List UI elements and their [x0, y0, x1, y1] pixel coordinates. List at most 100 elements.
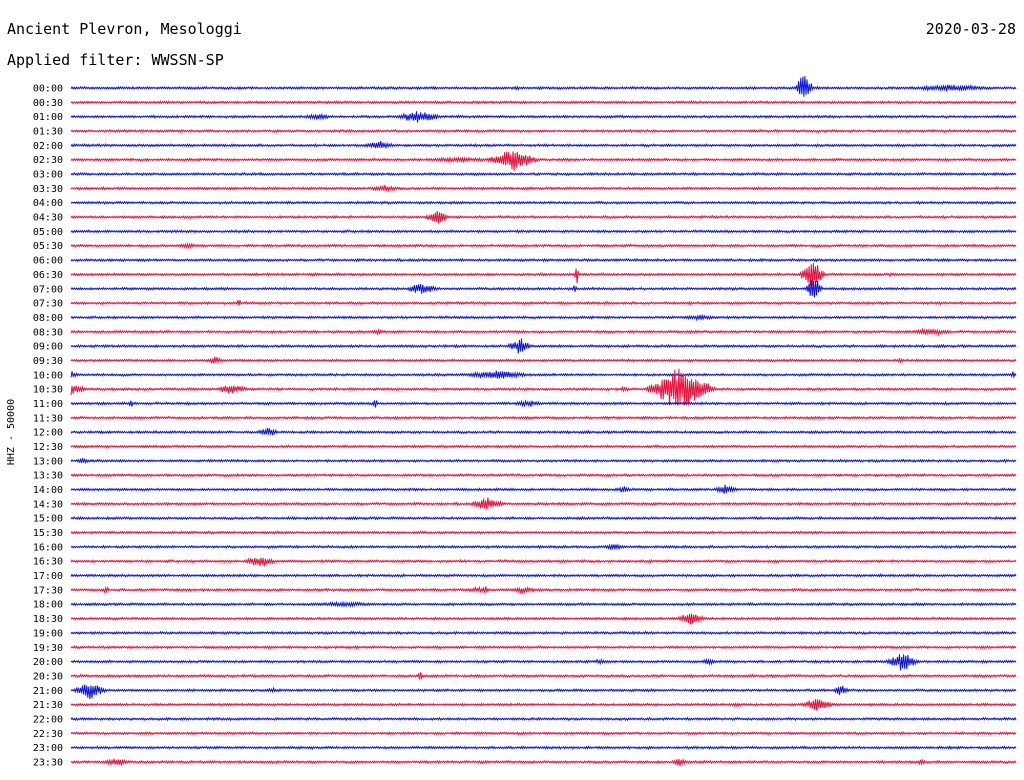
time-label: 09:00 [33, 342, 63, 353]
time-label: 09:30 [33, 356, 63, 367]
time-label: 15:00 [33, 514, 63, 525]
time-label: 11:00 [33, 399, 63, 410]
time-label: 08:00 [33, 313, 63, 324]
trace-line [70, 484, 1017, 494]
time-label: 12:30 [33, 442, 63, 453]
time-label: 03:30 [33, 184, 63, 195]
trace-line [70, 699, 1017, 711]
time-label: 16:00 [33, 542, 63, 553]
trace-line [70, 76, 1017, 97]
trace-line [70, 151, 1017, 171]
trace-line [70, 399, 1017, 408]
time-label: 03:00 [33, 170, 63, 181]
trace-line [70, 457, 1017, 465]
trace-line [70, 228, 1017, 234]
station-title: Ancient Plevron, Mesologgi [7, 20, 242, 38]
trace-line [70, 279, 1017, 298]
time-label: 22:30 [33, 729, 63, 740]
time-label: 05:00 [33, 227, 63, 238]
time-label: 02:00 [33, 141, 63, 152]
filter-label: Applied filter: WWSSN-SP [7, 51, 224, 69]
trace-line [70, 200, 1017, 206]
trace-line [70, 613, 1017, 625]
trace-line [70, 141, 1017, 150]
trace-line [70, 427, 1017, 436]
time-label: 06:30 [33, 270, 63, 281]
time-label: 17:30 [33, 585, 63, 596]
trace-line [70, 730, 1017, 736]
time-label: 10:30 [33, 385, 63, 396]
trace-line [70, 745, 1017, 751]
trace-line [70, 184, 1017, 193]
trace-line [70, 600, 1017, 609]
trace-line [70, 672, 1017, 681]
trace-line [70, 654, 1017, 671]
time-label: 01:30 [33, 127, 63, 138]
time-label: 14:00 [33, 485, 63, 496]
trace-line [70, 338, 1017, 354]
trace-line [70, 684, 1017, 700]
trace-line [70, 472, 1017, 478]
time-label: 06:00 [33, 256, 63, 267]
trace-line [70, 242, 1017, 250]
time-label: 23:30 [33, 757, 63, 768]
time-label: 18:00 [33, 600, 63, 611]
trace-line [70, 444, 1017, 449]
trace-line [70, 327, 1017, 337]
time-label: 20:30 [33, 671, 63, 682]
trace-line [70, 716, 1017, 722]
time-label: 04:30 [33, 213, 63, 224]
trace-line [70, 515, 1017, 521]
time-label: 13:00 [33, 456, 63, 467]
time-label: 15:30 [33, 528, 63, 539]
time-label: 00:00 [33, 84, 63, 95]
time-label: 20:00 [33, 657, 63, 668]
time-label: 18:30 [33, 614, 63, 625]
trace-line [70, 585, 1017, 594]
seismic-traces [70, 76, 1017, 767]
trace-line [70, 415, 1017, 421]
trace-line [70, 368, 1017, 406]
trace-line [70, 171, 1017, 177]
time-label: 07:00 [33, 284, 63, 295]
time-label: 10:00 [33, 370, 63, 381]
time-label: 04:00 [33, 198, 63, 209]
time-label: 21:30 [33, 700, 63, 711]
time-label: 22:00 [33, 714, 63, 725]
trace-line [70, 630, 1017, 636]
trace-line [70, 543, 1017, 551]
trace-line [70, 556, 1017, 567]
time-label: 05:30 [33, 241, 63, 252]
time-label: 23:00 [33, 743, 63, 754]
trace-line [70, 262, 1017, 287]
trace-line [70, 497, 1017, 510]
time-label: 07:30 [33, 299, 63, 310]
time-label: 01:00 [33, 112, 63, 123]
time-label: 17:00 [33, 571, 63, 582]
trace-line [70, 573, 1017, 578]
trace-line [70, 257, 1017, 263]
trace-line [70, 313, 1017, 322]
trace-line [70, 757, 1017, 767]
time-label: 16:30 [33, 557, 63, 568]
trace-line [70, 211, 1017, 224]
record-date: 2020-03-28 [925, 20, 1016, 38]
trace-line [70, 644, 1017, 650]
time-label: 19:30 [33, 643, 63, 654]
trace-line [70, 99, 1017, 105]
time-label: 14:30 [33, 499, 63, 510]
time-label: 12:00 [33, 428, 63, 439]
trace-line [70, 299, 1017, 306]
time-label: 11:30 [33, 413, 63, 424]
trace-line [70, 530, 1017, 535]
trace-line [70, 356, 1017, 365]
time-label: 19:00 [33, 628, 63, 639]
time-label: 13:30 [33, 471, 63, 482]
time-labels: 00:00 00:30 01:00 01:30 02:00 02:30 03:00 03:30… [33, 84, 63, 769]
trace-line [70, 370, 1017, 380]
time-label: 02:30 [33, 155, 63, 166]
trace-line [70, 128, 1017, 134]
trace-line [70, 111, 1017, 123]
time-label: 00:30 [33, 98, 63, 109]
